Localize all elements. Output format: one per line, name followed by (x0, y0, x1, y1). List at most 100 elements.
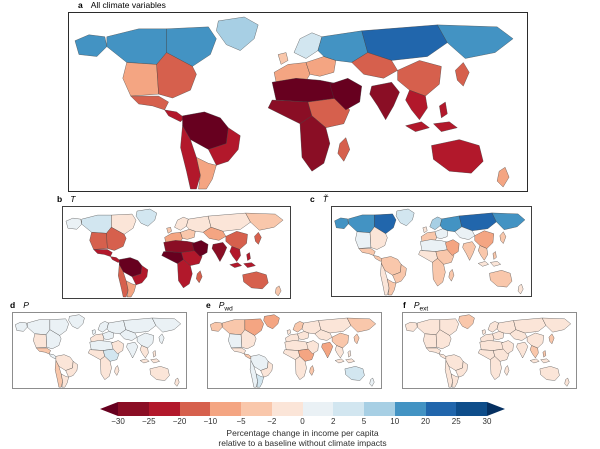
map-region-indonesia (230, 263, 256, 268)
map-region-argentina (196, 157, 216, 189)
map-region-central_america (244, 354, 252, 359)
colorbar-arrow-left (100, 402, 118, 416)
panel-c-label: c T̃ (310, 194, 328, 205)
panel-a: a All climate variables (68, 0, 528, 192)
map-region-usa_e (436, 330, 451, 349)
map-region-brazil_e (132, 266, 148, 285)
colorbar-segment (118, 402, 149, 416)
map-region-middle_east (307, 341, 319, 354)
map-region-alaska (210, 322, 222, 331)
colorbar-tick-label: 10 (390, 417, 400, 426)
map-region-india (463, 242, 476, 261)
map-region-greenland (69, 315, 85, 329)
map-region-new_zealand (497, 167, 509, 187)
map-region-scandinavia (488, 321, 499, 332)
map-region-usa_w (33, 334, 47, 348)
map-region-uk (482, 330, 486, 335)
map-region-madagascar (196, 271, 202, 283)
map-region-se_asia (478, 246, 496, 261)
map-region-new_zealand (175, 378, 180, 386)
panel-f-label: f Pext (403, 300, 429, 313)
map-region-canada_w (82, 215, 112, 233)
map-region-argentina (451, 374, 459, 387)
colorbar-tick-label: −25 (141, 417, 156, 426)
colorbar-segment (333, 402, 364, 416)
map-region-madagascar (115, 366, 120, 376)
map-region-sahara (420, 240, 449, 252)
colorbar-segment (425, 402, 457, 416)
map-region-uk (287, 330, 291, 335)
map-region-andes (118, 265, 128, 297)
colorbar-segment (364, 402, 395, 416)
map-region-alaska (15, 322, 27, 331)
map-region-argentina (61, 374, 69, 387)
map-region-greenland (264, 315, 280, 329)
colorbar-ticks: −30 −25 −20 −10 −5 −2 0 2 5 10 20 25 30 (100, 417, 505, 427)
map-region-sahara (285, 341, 311, 351)
map-region-mexico (36, 348, 50, 354)
map-region-alaska (335, 218, 349, 229)
map-region-alaska (405, 322, 417, 331)
map-region-usa_e (370, 227, 387, 250)
map-region-india (322, 342, 333, 358)
map-region-australia (243, 272, 269, 289)
map-region-andes (250, 361, 258, 388)
map-region-brazil_e (66, 361, 78, 377)
map-region-scandinavia (175, 217, 189, 230)
map-region-greenland (396, 209, 414, 226)
map-region-usa_w (123, 62, 159, 96)
map-region-sahara (480, 341, 506, 351)
map-region-usa_w (228, 334, 242, 348)
map-region-new_zealand (370, 378, 375, 386)
panel-d-symbol: P (23, 300, 29, 310)
map-region-scandinavia (430, 217, 442, 230)
colorbar-tick-label: 25 (451, 417, 461, 426)
map-region-argentina (126, 281, 136, 297)
panel-f-subscript: ext (419, 305, 429, 313)
colorbar-caption-line2: relative to a baseline without climate i… (218, 438, 387, 448)
map-region-india (212, 242, 227, 261)
map-region-usa_w (423, 334, 437, 348)
panel-b-letter: b (57, 194, 63, 204)
map-region-russia_fe (246, 213, 284, 230)
map-region-europe_e (103, 331, 114, 339)
map-region-russia_fe (347, 318, 376, 332)
map-region-japan (500, 232, 506, 244)
map-region-mexico (426, 348, 440, 354)
colorbar-caption-line1: Percentage change in income per capita (226, 428, 379, 438)
map-region-europe_e (435, 229, 448, 239)
map-region-europe_e (180, 229, 195, 239)
map-region-sahara (272, 78, 340, 102)
map-region-europe_e (306, 57, 336, 77)
panel-e-letter: e (206, 300, 211, 310)
map-region-andes (380, 263, 389, 295)
panel-f: f Pext (402, 300, 577, 389)
colorbar-segment (456, 402, 487, 416)
map-region-mexico (94, 249, 113, 256)
map-region-central_america (110, 257, 120, 263)
map-region-australia (431, 140, 483, 174)
colorbar-tick-label: 2 (331, 417, 336, 426)
panel-e-label: e Pwd (206, 300, 233, 313)
map-region-madagascar (505, 366, 510, 376)
map-region-indonesia (335, 359, 355, 363)
map-region-russia_fe (542, 318, 571, 332)
map-region-new_zealand (518, 284, 523, 294)
map-region-brazil_e (261, 361, 273, 377)
panel-c: c T̃ (310, 194, 532, 297)
map-region-mexico (359, 249, 375, 256)
panel-e-symbol: P (218, 300, 225, 310)
map-region-usa_e (241, 330, 256, 349)
map-region-canada_w (27, 320, 50, 335)
panel-e: e Pwd (206, 300, 382, 389)
map-region-japan (455, 62, 469, 86)
map-region-china (226, 231, 248, 249)
colorbar-tick-label: 20 (421, 417, 430, 426)
colorbar-segment (241, 402, 272, 416)
map-region-africa_s (300, 116, 330, 171)
colorbar-tick-label: 30 (482, 417, 492, 426)
map-region-central_america (49, 354, 57, 359)
colorbar-tick-label: −30 (111, 417, 125, 426)
